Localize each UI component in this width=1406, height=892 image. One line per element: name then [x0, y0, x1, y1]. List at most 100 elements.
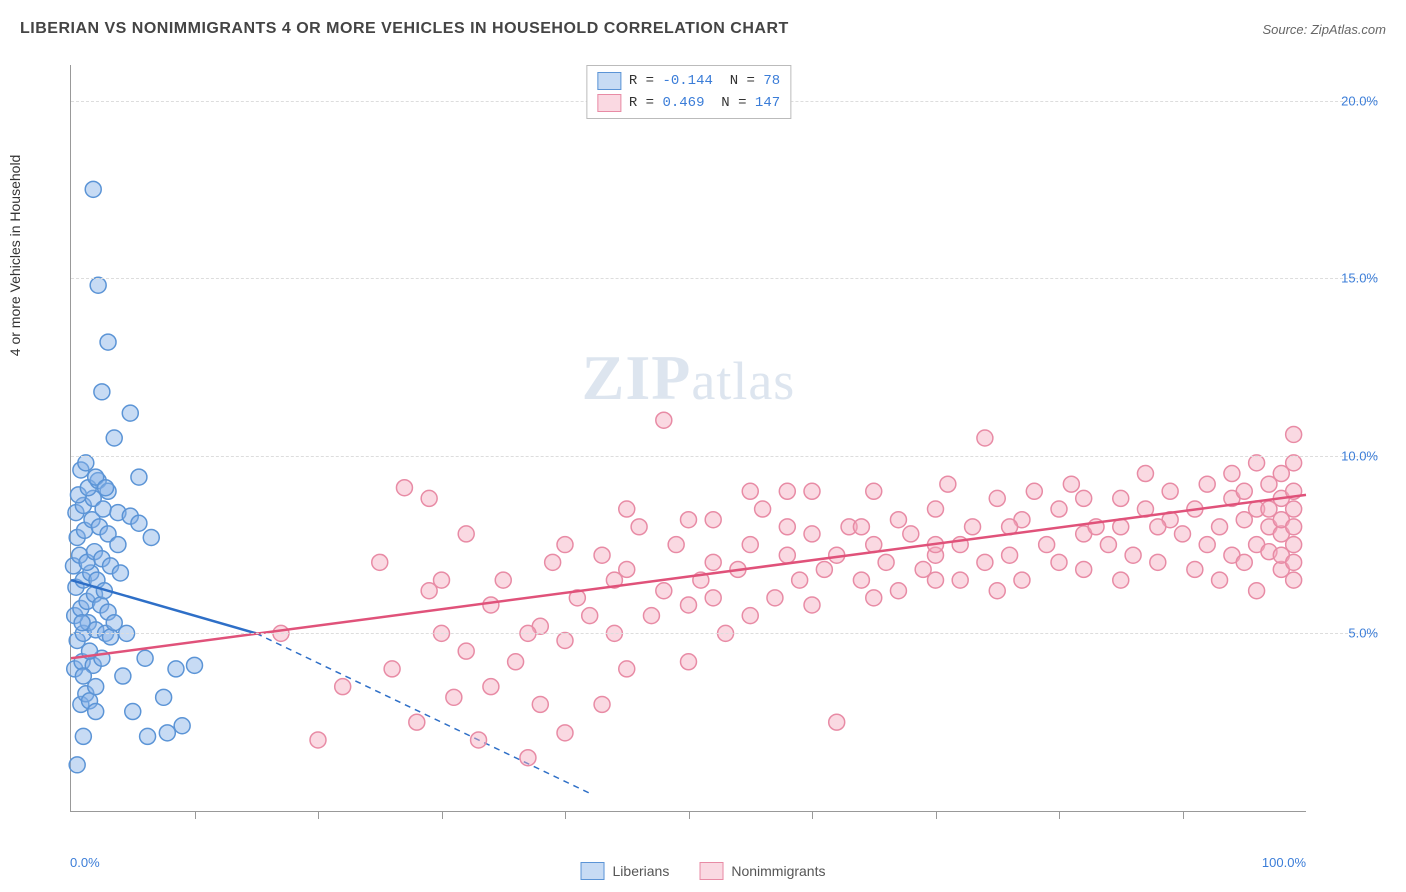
data-point — [471, 732, 487, 748]
data-point — [90, 277, 106, 293]
data-point — [866, 483, 882, 499]
data-point — [483, 597, 499, 613]
data-point — [656, 412, 672, 428]
legend-r: R = 0.469 N = 147 — [629, 95, 780, 111]
data-point — [1286, 572, 1302, 588]
data-point — [619, 661, 635, 677]
data-point — [1286, 426, 1302, 442]
data-point — [977, 554, 993, 570]
data-point — [508, 654, 524, 670]
chart-title: LIBERIAN VS NONIMMIGRANTS 4 OR MORE VEHI… — [20, 20, 789, 38]
data-point — [631, 519, 647, 535]
source-attribution: Source: ZipAtlas.com — [1262, 22, 1386, 37]
data-point — [532, 696, 548, 712]
data-point — [779, 483, 795, 499]
data-point — [705, 554, 721, 570]
data-point — [545, 554, 561, 570]
x-axis-max-label: 100.0% — [1262, 855, 1306, 870]
data-point — [137, 650, 153, 666]
data-point — [952, 572, 968, 588]
data-point — [409, 714, 425, 730]
data-point — [187, 657, 203, 673]
data-point — [112, 565, 128, 581]
data-point — [372, 554, 388, 570]
data-point — [1249, 583, 1265, 599]
legend-item: Nonimmigrants — [699, 862, 825, 880]
legend-swatch — [597, 94, 621, 112]
legend-item: Liberians — [581, 862, 670, 880]
data-point — [656, 583, 672, 599]
data-point — [681, 597, 697, 613]
legend-label: Nonimmigrants — [731, 863, 825, 879]
data-point — [1051, 554, 1067, 570]
data-point — [168, 661, 184, 677]
data-point — [106, 430, 122, 446]
y-tick-label: 20.0% — [1341, 93, 1378, 108]
legend-swatch — [581, 862, 605, 880]
data-point — [520, 750, 536, 766]
data-point — [705, 590, 721, 606]
data-point — [557, 632, 573, 648]
data-point — [1100, 537, 1116, 553]
data-point — [1137, 466, 1153, 482]
data-point — [421, 490, 437, 506]
data-point — [816, 561, 832, 577]
data-point — [156, 689, 172, 705]
data-point — [890, 512, 906, 528]
data-point — [619, 501, 635, 517]
data-point — [742, 608, 758, 624]
data-point — [928, 572, 944, 588]
data-point — [1113, 490, 1129, 506]
legend-swatch — [597, 72, 621, 90]
data-point — [88, 704, 104, 720]
data-point — [594, 696, 610, 712]
data-point — [804, 483, 820, 499]
data-point — [1026, 483, 1042, 499]
data-point — [75, 728, 91, 744]
data-point — [643, 608, 659, 624]
data-point — [779, 547, 795, 563]
data-point — [110, 537, 126, 553]
data-point — [557, 725, 573, 741]
data-point — [95, 501, 111, 517]
data-point — [1286, 537, 1302, 553]
data-point — [804, 526, 820, 542]
data-point — [131, 469, 147, 485]
data-point — [1076, 490, 1092, 506]
data-point — [159, 725, 175, 741]
data-point — [1039, 537, 1055, 553]
data-point — [1175, 526, 1191, 542]
data-point — [742, 537, 758, 553]
data-point — [335, 679, 351, 695]
data-point — [853, 519, 869, 535]
data-point — [903, 526, 919, 542]
data-point — [115, 668, 131, 684]
data-point — [989, 583, 1005, 599]
data-point — [78, 455, 94, 471]
data-point — [668, 537, 684, 553]
data-point — [310, 732, 326, 748]
data-point — [1236, 554, 1252, 570]
legend-r: R = -0.144 N = 78 — [629, 73, 780, 89]
data-point — [792, 572, 808, 588]
data-point — [495, 572, 511, 588]
data-point — [1224, 466, 1240, 482]
data-point — [85, 181, 101, 197]
data-point — [74, 615, 90, 631]
data-point — [458, 643, 474, 659]
data-point — [1286, 455, 1302, 471]
data-point — [989, 490, 1005, 506]
data-point — [866, 590, 882, 606]
data-point — [594, 547, 610, 563]
data-point — [69, 757, 85, 773]
data-point — [1014, 572, 1030, 588]
legend-row: R = -0.144 N = 78 — [597, 70, 780, 92]
legend-label: Liberians — [613, 863, 670, 879]
data-point — [705, 512, 721, 528]
data-point — [446, 689, 462, 705]
trend-line-extrapolation — [256, 633, 589, 793]
data-point — [928, 501, 944, 517]
data-point — [98, 480, 114, 496]
y-tick-label: 10.0% — [1341, 448, 1378, 463]
data-point — [94, 384, 110, 400]
